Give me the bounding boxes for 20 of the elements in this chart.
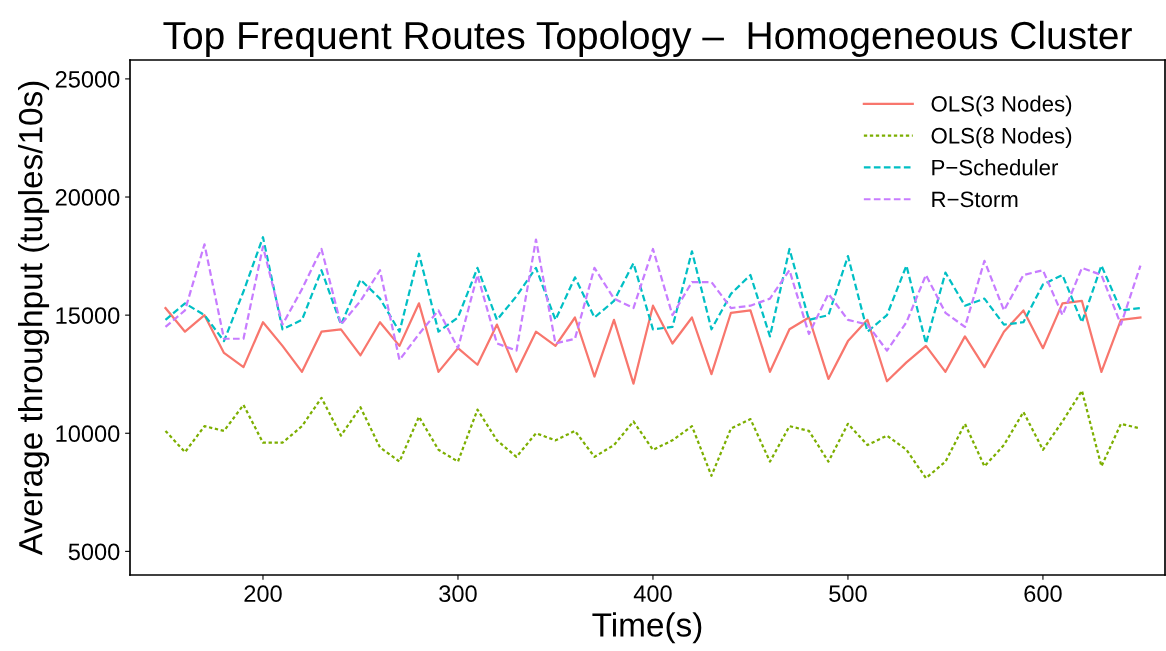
chart-title: Top Frequent Routes Topology – Homogeneous Cluster xyxy=(163,20,1132,57)
y-tick-label: 20000 xyxy=(55,189,120,206)
legend-label: R−Storm xyxy=(932,191,1018,208)
x-tick-label: 300 xyxy=(439,585,477,603)
x-axis-title: Time(s) xyxy=(592,612,702,644)
x-tick-label: 200 xyxy=(244,585,282,603)
legend-label: OLS(3 Nodes) xyxy=(931,95,1072,117)
line-series xyxy=(164,299,1142,385)
y-tick-label: 5000 xyxy=(68,543,120,561)
y-tick-label: 25000 xyxy=(55,70,120,88)
legend-label: OLS(8 Nodes) xyxy=(931,127,1072,148)
x-tick-label: 500 xyxy=(829,585,867,603)
x-tick-label: 600 xyxy=(1024,585,1062,603)
legend-label: P−Scheduler xyxy=(932,159,1059,176)
x-tick-label: 400 xyxy=(633,585,672,603)
y-tick-label: 10000 xyxy=(56,425,120,443)
y-axis-title: Average throughput (tuples/10s) xyxy=(18,81,50,556)
y-tick-label: 15000 xyxy=(56,307,120,324)
line-series xyxy=(164,236,1142,345)
line-series xyxy=(164,238,1142,362)
